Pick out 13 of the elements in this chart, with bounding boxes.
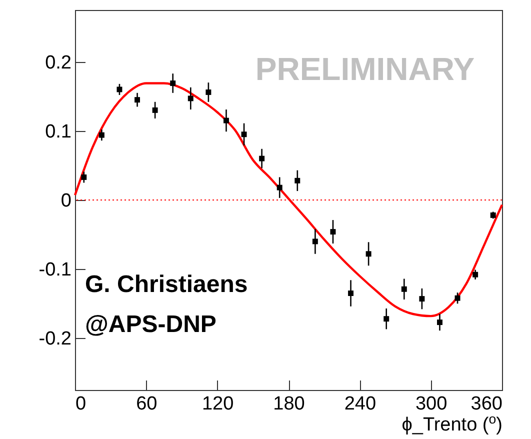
y-tick-label: 0.1: [45, 121, 72, 142]
x-tick-label: 240: [344, 394, 376, 414]
y-tick-label: 0.2: [45, 52, 72, 74]
x-tick-label: 120: [202, 394, 234, 414]
annotation: @APS-DNP: [85, 311, 216, 338]
annotation: PRELIMINARY: [255, 51, 475, 87]
y-tick-label: -0.2: [38, 328, 72, 350]
x-tick-label: 60: [136, 394, 158, 414]
x-tick-label: 0: [76, 394, 86, 414]
annotation: G. Christiaens: [85, 271, 248, 298]
y-tick-label: 0: [60, 190, 72, 212]
y-tick-label: -0.1: [38, 260, 72, 281]
x-tick-label: 180: [273, 394, 305, 414]
